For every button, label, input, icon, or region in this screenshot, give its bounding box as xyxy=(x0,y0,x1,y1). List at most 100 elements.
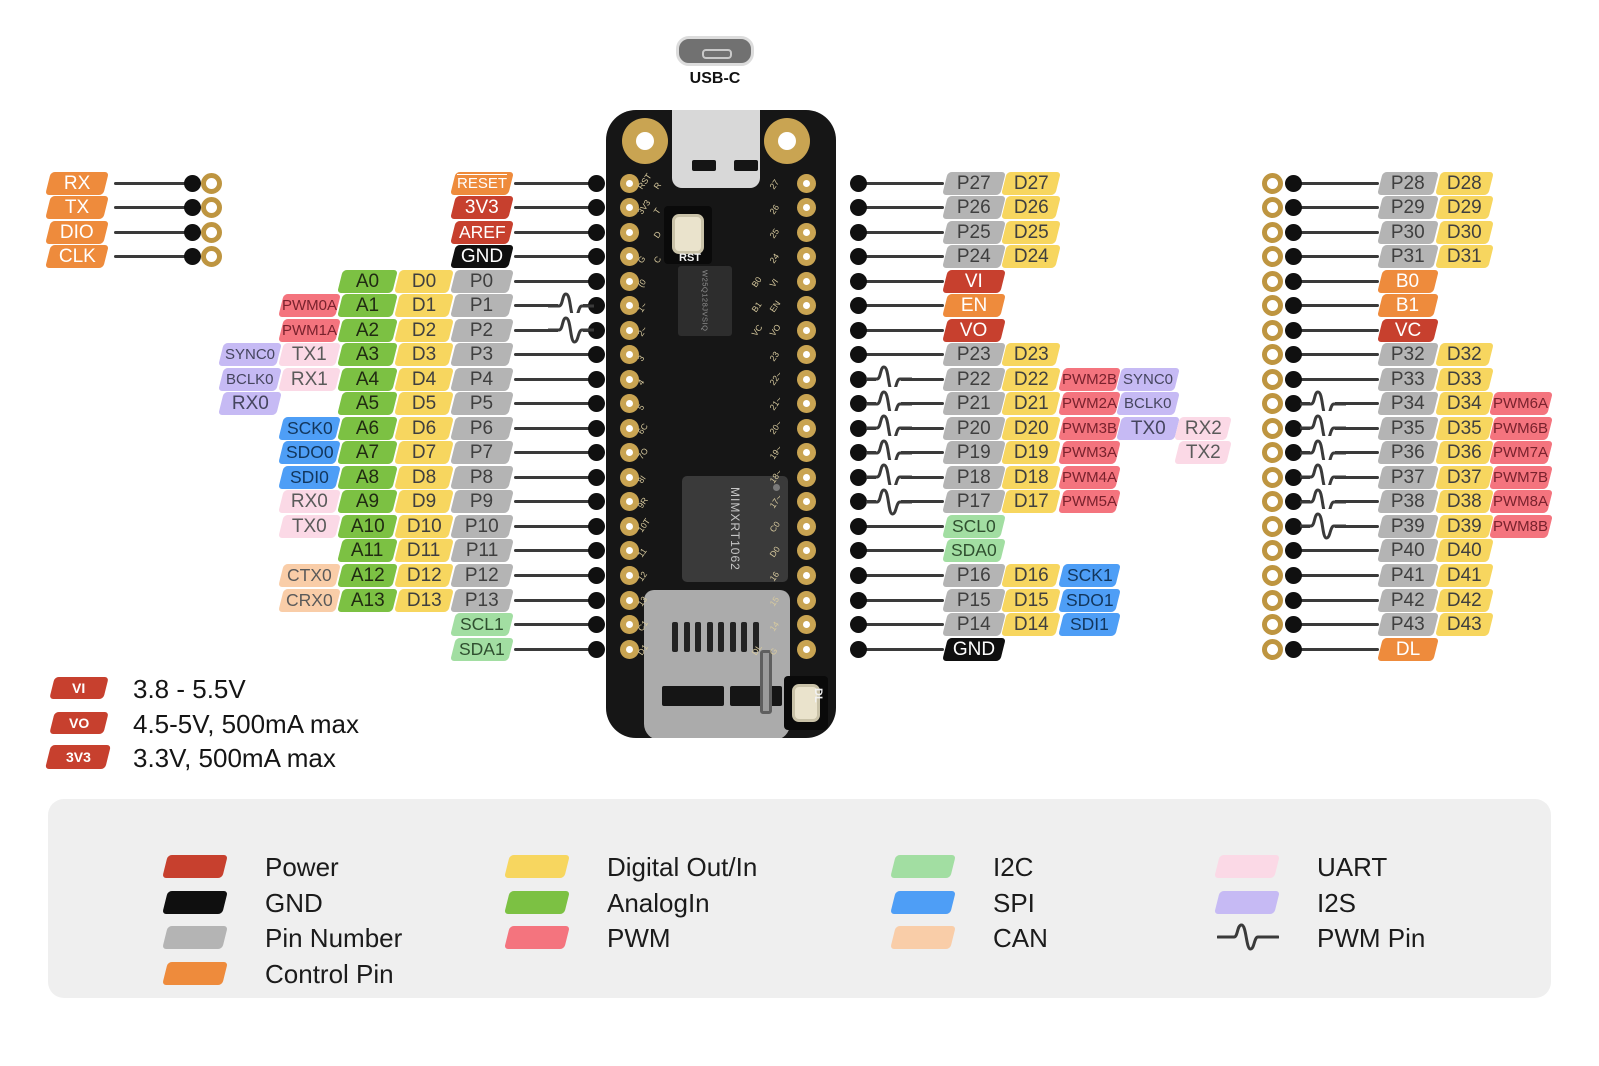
board-pad xyxy=(796,173,816,193)
pin-chip-scl1: SCL1 xyxy=(450,613,514,637)
board-pad xyxy=(619,590,639,610)
pin-chip-d0: D0 xyxy=(394,269,454,293)
board-pad xyxy=(619,615,639,635)
solder-dot xyxy=(849,542,867,560)
pwm-squiggle-icon xyxy=(1298,509,1348,548)
pin-chip-d27: D27 xyxy=(1001,171,1061,195)
solder-dot xyxy=(849,248,867,266)
pin-chip-a13: A13 xyxy=(337,588,398,612)
pin-chip-bclk0: BCLK0 xyxy=(1116,392,1180,416)
wire xyxy=(514,475,596,479)
pin-chip-p41: P41 xyxy=(1377,563,1439,587)
solder-dot xyxy=(1284,493,1302,511)
pin-chip-p10: P10 xyxy=(450,514,514,538)
pin-chip-p19: P19 xyxy=(942,441,1006,465)
board-pad xyxy=(796,418,816,438)
pin-chip-d30: D30 xyxy=(1435,220,1494,244)
solder-dot xyxy=(1284,321,1302,339)
sd-slot-opening xyxy=(662,686,724,706)
legend-label: CAN xyxy=(993,923,1048,953)
solder-dot xyxy=(587,591,605,609)
sd-slot-line xyxy=(672,622,678,652)
legend-swatch-pwm xyxy=(504,926,570,949)
wire xyxy=(1293,255,1379,259)
wire xyxy=(858,598,944,602)
board-pad xyxy=(619,418,639,438)
pin-chip-d22: D22 xyxy=(1001,367,1061,391)
wire xyxy=(1293,181,1379,185)
pin-chip-p20: P20 xyxy=(942,416,1006,440)
pin-chip-tx: TX xyxy=(45,196,109,220)
pin-chip-p28: P28 xyxy=(1377,171,1439,195)
sd-slot-line xyxy=(718,622,724,652)
pin-chip-p18: P18 xyxy=(942,465,1006,489)
board-pad xyxy=(796,467,816,487)
mounting-hole-right xyxy=(764,118,810,164)
board-pad xyxy=(796,590,816,610)
pwm-squiggle-icon xyxy=(864,484,914,524)
pin-chip-a8: A8 xyxy=(337,465,398,489)
legend-label: GND xyxy=(265,887,323,918)
through-hole-ring xyxy=(1261,295,1283,317)
pin-chip-d33: D33 xyxy=(1435,367,1494,391)
board-pad xyxy=(796,541,816,561)
pin-chip-pwm6b: PWM6B xyxy=(1489,416,1553,440)
wire xyxy=(114,206,192,210)
wire xyxy=(1293,328,1379,332)
pin-chip-d2: D2 xyxy=(394,318,454,342)
sd-slot-line xyxy=(683,622,690,652)
pin-chip-pwm8a: PWM8A xyxy=(1489,490,1553,514)
wire xyxy=(514,451,596,455)
legend-swatch-spi xyxy=(890,890,956,914)
solder-dot xyxy=(849,444,867,462)
flash-chip: W25Q128JVSIQ xyxy=(678,266,732,336)
pin-chip-p15: P15 xyxy=(942,588,1006,612)
wire xyxy=(858,181,944,185)
through-hole-ring xyxy=(1261,540,1283,562)
board-pad xyxy=(796,492,816,512)
power-info-text-vi: 3.8 - 5.5V xyxy=(133,674,246,704)
pin-chip-p0: P0 xyxy=(450,269,514,293)
solder-dot xyxy=(183,223,201,241)
wire xyxy=(858,304,944,308)
solder-dot xyxy=(587,419,605,437)
board-pad xyxy=(619,565,639,585)
pin-chip-3v3: 3V3 xyxy=(450,196,514,220)
through-hole-ring xyxy=(1261,564,1283,586)
solder-dot xyxy=(849,468,867,486)
pin-chip-p5: P5 xyxy=(450,392,514,416)
wire xyxy=(1293,304,1379,308)
pin-chip-pwm7b: PWM7B xyxy=(1489,465,1553,489)
wire xyxy=(858,549,944,553)
pin-chip-tx0: TX0 xyxy=(1116,416,1180,440)
pwm-squiggle-icon xyxy=(1216,921,1280,958)
legend-swatch-can xyxy=(890,926,956,949)
pin-chip-pwm2b: PWM2B xyxy=(1058,367,1121,391)
solder-dot xyxy=(849,174,867,192)
through-hole-ring xyxy=(1261,515,1283,537)
solder-dot xyxy=(849,419,867,437)
pin-chip-d29: D29 xyxy=(1435,196,1494,220)
wire xyxy=(514,573,596,577)
wire xyxy=(1293,353,1379,357)
flash-chip-label: W25Q128JVSIQ xyxy=(700,270,710,332)
legend-swatch-digital xyxy=(504,855,570,878)
board-pad xyxy=(619,467,639,487)
wire xyxy=(514,181,596,185)
solder-dot xyxy=(587,297,605,315)
through-hole-ring xyxy=(200,197,222,219)
wire xyxy=(514,598,596,602)
solder-dot xyxy=(849,616,867,634)
pin-chip-pwm0a: PWM0A xyxy=(278,294,341,318)
pin-chip-p40: P40 xyxy=(1377,539,1439,563)
board-pad xyxy=(796,271,816,291)
wire xyxy=(858,206,944,210)
solder-dot xyxy=(183,248,201,266)
pwm-squiggle-icon xyxy=(546,313,596,352)
legend-swatch-i2s xyxy=(1214,890,1280,914)
pin-chip-pwm7a: PWM7A xyxy=(1489,441,1553,465)
solder-dot xyxy=(1284,297,1302,315)
pin-chip-a12: A12 xyxy=(337,563,398,587)
pin-chip-p8: P8 xyxy=(450,465,514,489)
solder-dot xyxy=(1284,616,1302,634)
